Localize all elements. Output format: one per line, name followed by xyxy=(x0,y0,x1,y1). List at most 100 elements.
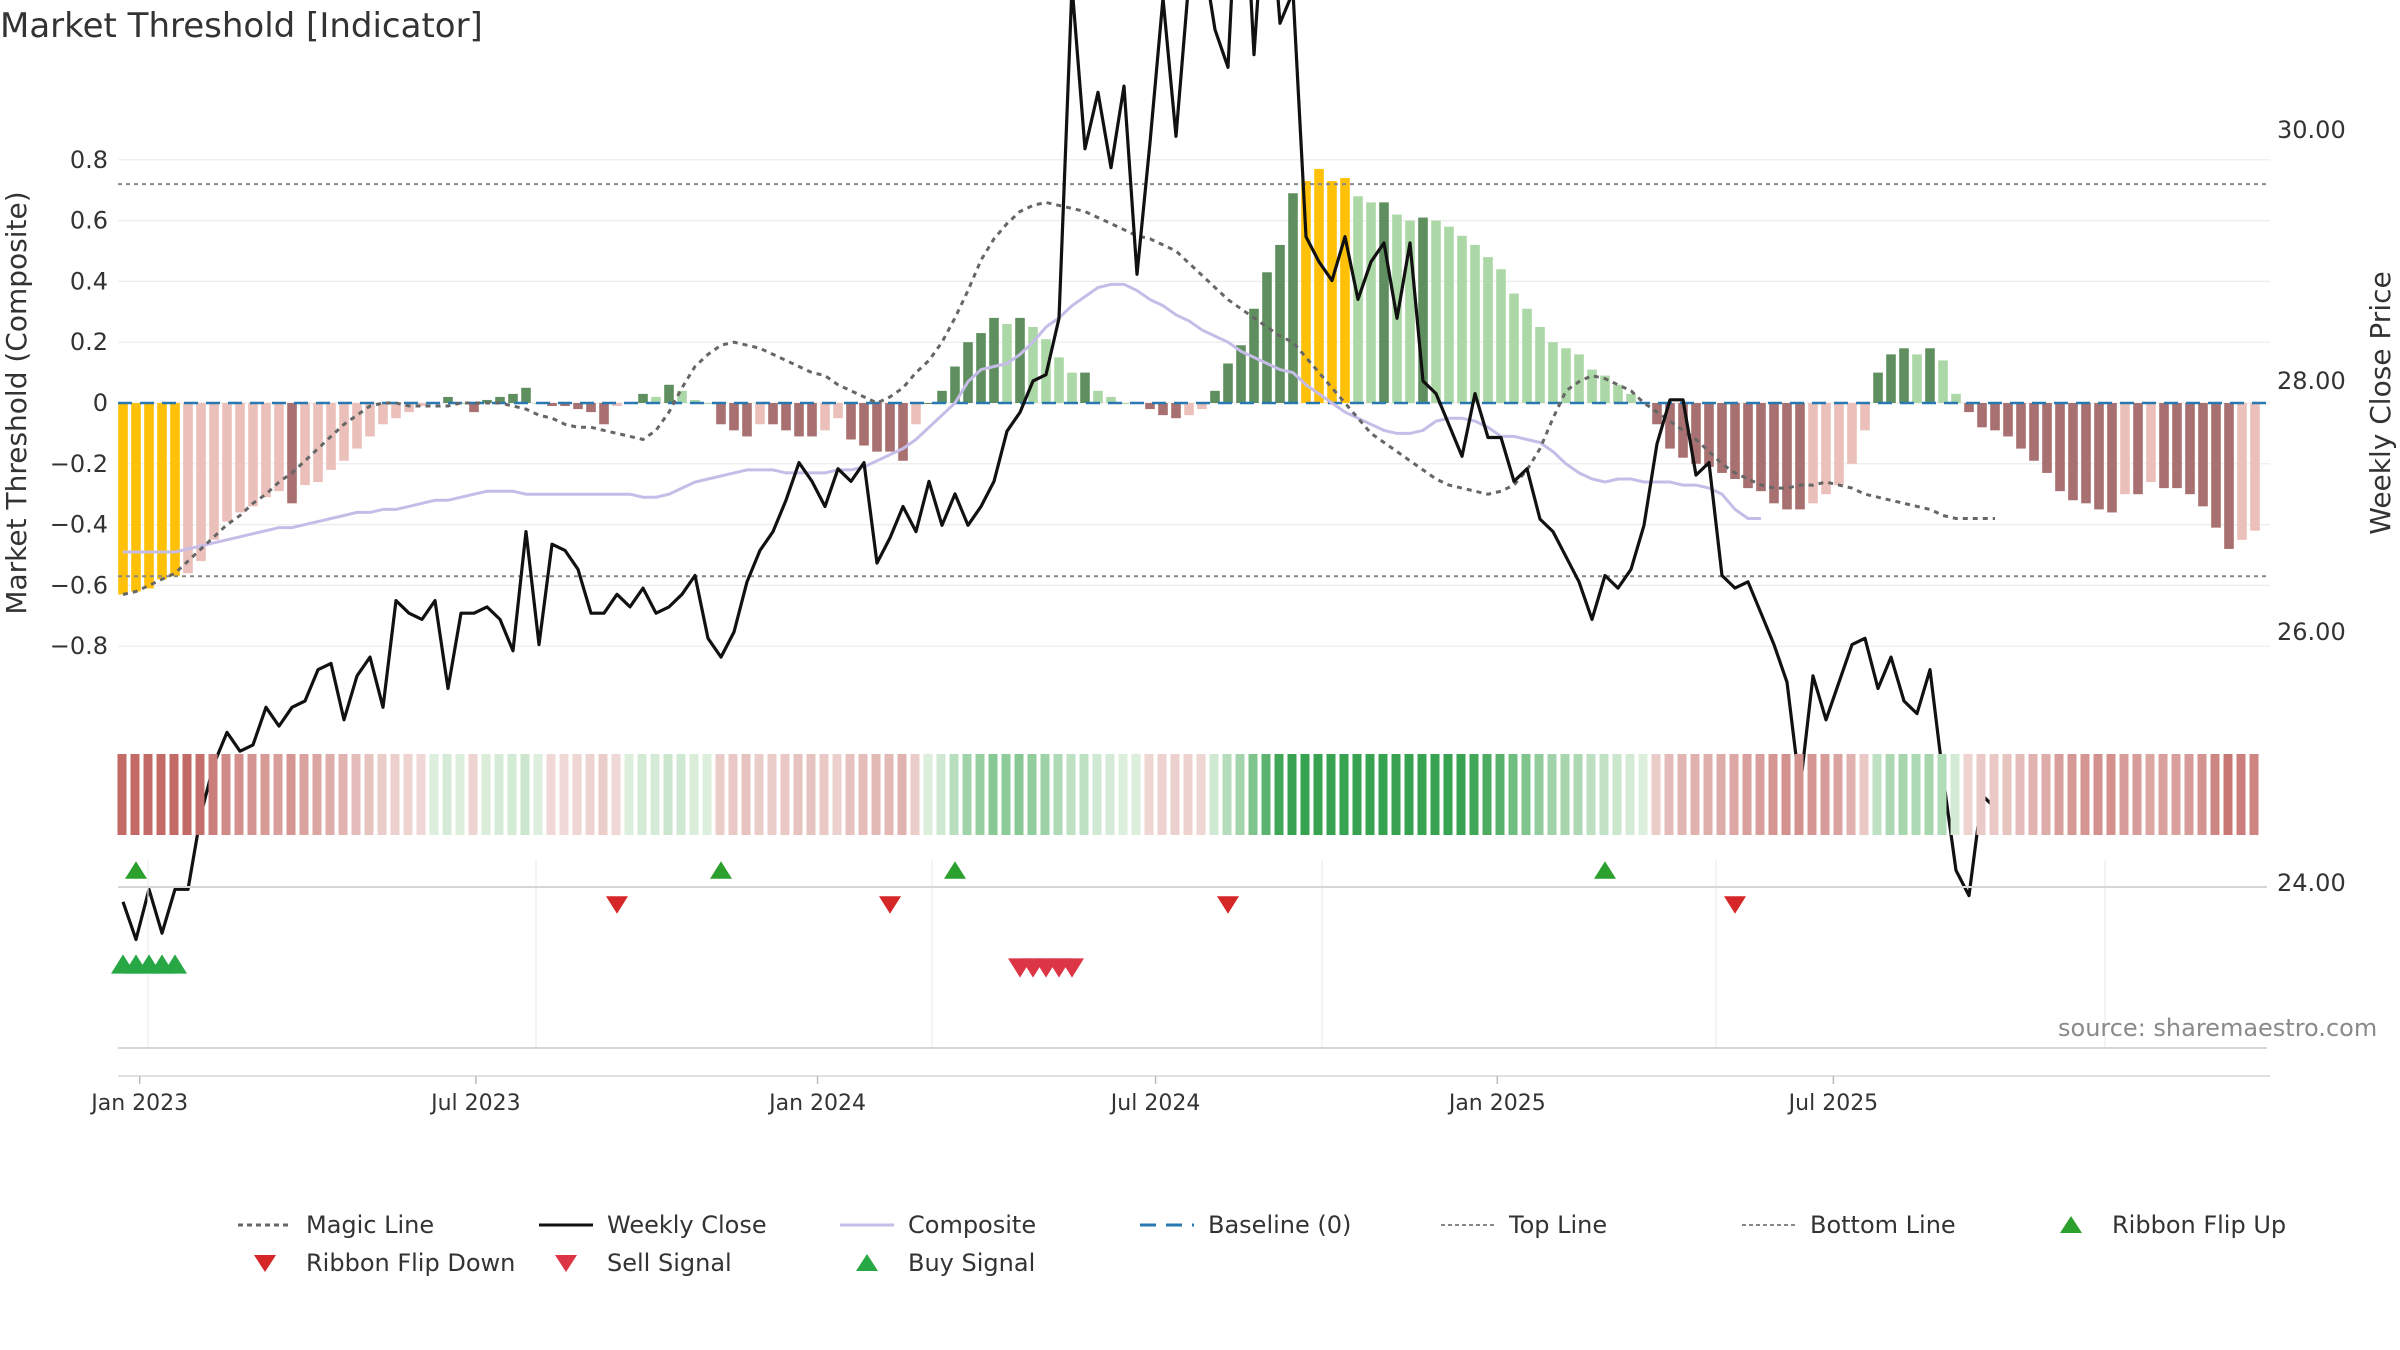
composite-bar xyxy=(2172,403,2182,489)
ribbon-cell xyxy=(1417,754,1427,835)
composite-bar xyxy=(1496,269,1506,403)
composite-bar xyxy=(339,403,349,461)
ribbon-cell xyxy=(481,754,491,835)
ribbon-cell xyxy=(325,754,335,835)
ribbon-cell xyxy=(1469,754,1479,835)
left-tick-label: −0.2 xyxy=(50,450,108,478)
ribbon-cell xyxy=(455,754,465,835)
composite-bar xyxy=(2211,403,2221,528)
composite-bar xyxy=(365,403,375,437)
composite-bar xyxy=(1847,403,1857,464)
ribbon-cell xyxy=(1664,754,1674,835)
ribbon-cell xyxy=(1794,754,1804,835)
composite-bar xyxy=(781,403,791,431)
composite-bar xyxy=(547,403,557,407)
ribbon-cell xyxy=(1534,754,1544,835)
ribbon-flip-down-marker xyxy=(1217,896,1239,914)
ribbon-cell xyxy=(2223,754,2233,835)
composite-bar xyxy=(222,403,232,522)
composite-bar xyxy=(1899,348,1909,403)
composite-bar xyxy=(1197,403,1207,410)
ribbon-cell xyxy=(871,754,881,835)
ribbon-cell xyxy=(1742,754,1752,835)
composite-bar xyxy=(651,396,661,403)
composite-bar xyxy=(248,403,258,507)
ribbon-cell xyxy=(1729,754,1739,835)
right-tick-label: 28.00 xyxy=(2277,367,2346,395)
ribbon-cell xyxy=(1833,754,1843,835)
ribbon-cell xyxy=(1352,754,1362,835)
ribbon-cell xyxy=(494,754,504,835)
ribbon-cell xyxy=(910,754,920,835)
ribbon-cell xyxy=(1924,754,1934,835)
composite-bar xyxy=(1587,369,1597,403)
composite-bar xyxy=(1912,354,1922,403)
composite-bar xyxy=(1626,393,1636,403)
ribbon-cell xyxy=(1118,754,1128,835)
composite-bar xyxy=(898,403,908,461)
ribbon-cell xyxy=(2054,754,2064,835)
composite-bar xyxy=(1678,403,1688,458)
composite-bar xyxy=(482,399,492,403)
chart-title: Market Threshold [Indicator] xyxy=(0,6,483,46)
composite-bar xyxy=(1522,308,1532,403)
composite-bar xyxy=(1158,403,1168,416)
composite-bar xyxy=(2146,403,2156,483)
composite-bar xyxy=(1275,244,1285,403)
ribbon-cell xyxy=(2249,754,2259,835)
composite-bar xyxy=(1548,342,1558,403)
ribbon-cell xyxy=(117,754,127,835)
composite-bar xyxy=(664,384,674,403)
ribbon-cell xyxy=(273,754,283,835)
composite-bar xyxy=(1730,403,1740,479)
ribbon-cell xyxy=(1573,754,1583,835)
composite-bar xyxy=(1028,327,1038,403)
composite-bar xyxy=(2159,403,2169,489)
ribbon-cell xyxy=(1209,754,1219,835)
composite-bar xyxy=(521,387,531,403)
composite-bar xyxy=(2029,403,2039,461)
composite-bar xyxy=(1873,372,1883,403)
ribbon-cell xyxy=(1157,754,1167,835)
ribbon-cell xyxy=(1495,754,1505,835)
left-tick-label: −0.4 xyxy=(50,511,108,539)
composite-bar xyxy=(1340,178,1350,403)
ribbon-cell xyxy=(1235,754,1245,835)
ribbon-cell xyxy=(2080,754,2090,835)
date-tick-label: Jan 2023 xyxy=(89,1091,188,1116)
ribbon-cell xyxy=(611,754,621,835)
ribbon-cell xyxy=(1716,754,1726,835)
ribbon-cell xyxy=(1222,754,1232,835)
ribbon-cell xyxy=(1768,754,1778,835)
composite-bar xyxy=(1704,403,1714,467)
composite-bar xyxy=(1106,396,1116,403)
ribbon-cell xyxy=(156,754,166,835)
ribbon-cell xyxy=(897,754,907,835)
composite-bar xyxy=(1743,403,1753,489)
composite-bar xyxy=(2094,403,2104,510)
ribbon-cell xyxy=(351,754,361,835)
left-tick-label: 0.8 xyxy=(70,146,108,174)
ribbon-cell xyxy=(182,754,192,835)
composite-bar xyxy=(2133,403,2143,495)
ribbon-cell xyxy=(832,754,842,835)
composite-bar xyxy=(1535,327,1545,403)
composite-bar xyxy=(768,403,778,425)
composite-bar xyxy=(352,403,362,449)
ribbon-cell xyxy=(858,754,868,835)
ribbon-cell xyxy=(1339,754,1349,835)
ribbon-cell xyxy=(1248,754,1258,835)
ribbon-cell xyxy=(1261,754,1271,835)
composite-bar xyxy=(716,403,726,425)
composite-bar xyxy=(287,403,297,504)
composite-bar xyxy=(833,403,843,419)
ribbon-cell xyxy=(1820,754,1830,835)
ribbon-flip-down-marker xyxy=(879,896,901,914)
composite-bar xyxy=(1262,272,1272,403)
ribbon-cell xyxy=(598,754,608,835)
composite-bar xyxy=(599,403,609,425)
ribbon-cell xyxy=(975,754,985,835)
composite-bar xyxy=(924,403,934,404)
ribbon-cell xyxy=(312,754,322,835)
composite-bar xyxy=(1756,403,1766,492)
